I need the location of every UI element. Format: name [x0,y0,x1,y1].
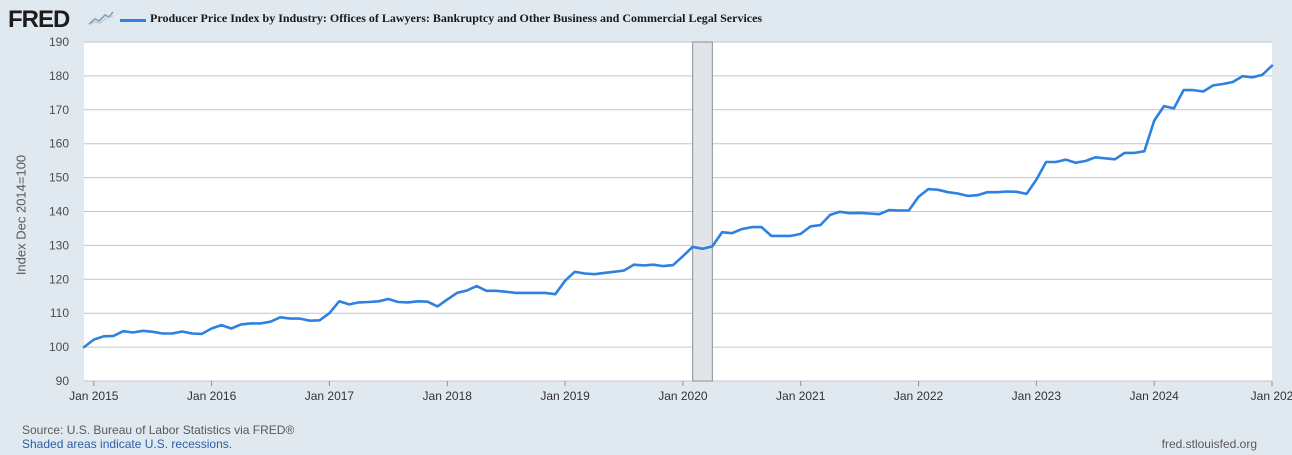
recession-shade [692,41,713,382]
x-tick-label: Jan 2015 [69,389,119,403]
source-note: Source: U.S. Bureau of Labor Statistics … [22,423,295,437]
x-tick-label: Jan 202 [1251,389,1292,403]
x-tick-label: Jan 2019 [540,389,590,403]
y-tick-label: 130 [49,238,69,252]
recession-note-link[interactable]: Shaded areas indicate U.S. recessions. [22,437,233,451]
series-line[interactable] [82,64,1274,349]
x-tick-label: Jan 2023 [1012,389,1062,403]
x-tick-label: Jan 2017 [305,389,355,403]
y-tick-label: 150 [49,171,69,185]
fred-logo[interactable]: FRED [8,6,70,33]
y-tick-label: 170 [49,103,69,117]
y-tick-label: 160 [49,137,69,151]
x-tick-label: Jan 2020 [658,389,708,403]
legend-swatch [120,19,146,22]
y-tick-label: 120 [49,272,69,286]
x-tick-label: Jan 2018 [423,389,473,403]
y-tick-label: 110 [50,306,69,320]
x-tick-label: Jan 2024 [1129,389,1179,403]
y-tick-label: 180 [49,69,69,83]
y-tick-label: 100 [49,340,69,354]
y-tick-label: 90 [56,374,70,388]
x-tick-label: Jan 2022 [894,389,944,403]
chart-sparkline-icon [88,10,114,26]
x-tick-label: Jan 2016 [187,389,237,403]
y-tick-label: 140 [49,205,69,219]
legend-label: Producer Price Index by Industry: Office… [150,11,763,25]
site-url[interactable]: fred.stlouisfed.org [1161,437,1257,451]
y-tick-label: 190 [49,35,69,49]
x-tick-label: Jan 2021 [776,389,826,403]
